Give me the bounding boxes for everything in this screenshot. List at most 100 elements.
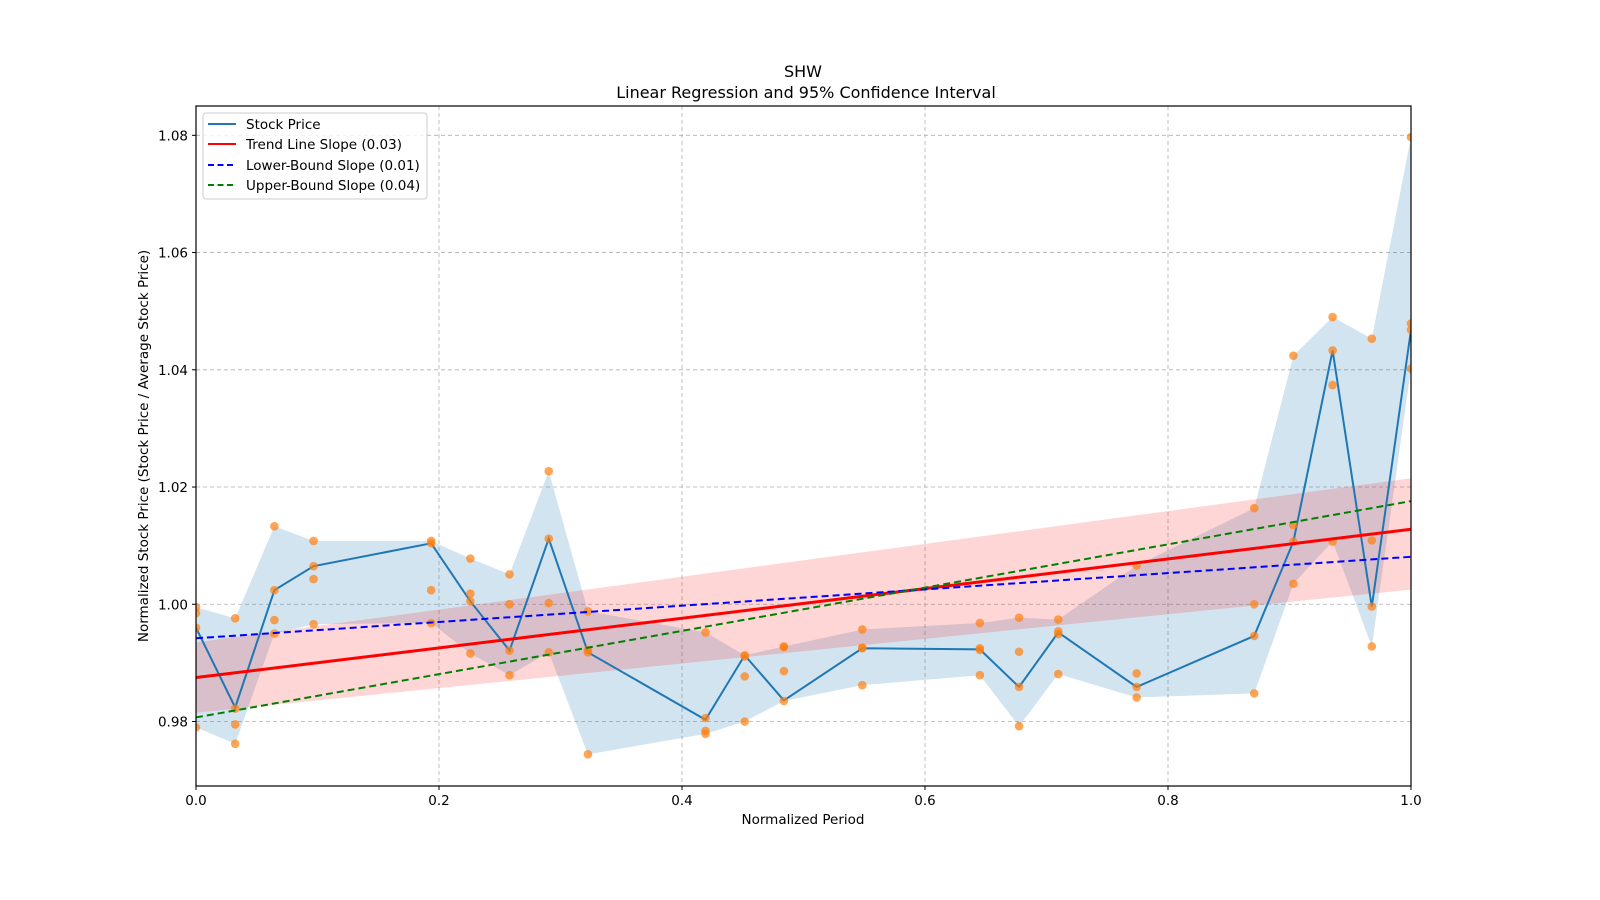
scatter-point <box>230 720 240 729</box>
scatter-point <box>740 652 750 661</box>
x-axis: 0.0 0.2 0.4 0.6 0.8 1.0 <box>185 786 1422 809</box>
legend-box <box>202 112 428 200</box>
scatter-point <box>1249 599 1259 609</box>
scatter-point <box>740 717 750 726</box>
legend-label: Trend Line Slope (0.03) <box>245 137 402 153</box>
scatter-point <box>230 739 240 749</box>
legend: Stock Price Trend Line Slope (0.03) Lowe… <box>202 112 428 200</box>
scatter-point <box>1249 503 1259 513</box>
scatter-point <box>196 608 201 618</box>
scatter-point <box>505 599 514 609</box>
y-axis-label: Normalized Stock Price (Stock Price / Av… <box>136 250 152 642</box>
scatter-point <box>270 615 279 625</box>
chart-title: SHW <box>784 62 822 81</box>
legend-item-lower-bound: Lower-Bound Slope (0.01) <box>208 158 420 174</box>
scatter-point <box>975 645 985 655</box>
axes-frame <box>195 105 1412 787</box>
scatter-point <box>309 536 318 546</box>
legend-label: Stock Price <box>246 117 321 133</box>
y-tick-label: 1.08 <box>158 128 188 144</box>
scatter-point <box>544 534 554 543</box>
scatter-point <box>1328 380 1337 390</box>
scatter-point <box>1249 689 1259 698</box>
scatter-point <box>779 696 789 706</box>
x-tick-label: 0.8 <box>1157 793 1178 809</box>
scatter-point <box>701 729 710 739</box>
scatter-point <box>1289 351 1298 361</box>
legend-item-stock-price: Stock Price <box>208 117 321 133</box>
x-tick-label: 0.2 <box>428 793 449 809</box>
scatter-point <box>1367 642 1377 651</box>
trend-line <box>196 527 1411 680</box>
scatter-point <box>857 625 867 634</box>
scatter-point <box>270 585 279 595</box>
y-tick-label: 1.04 <box>158 363 188 379</box>
scatter-point <box>309 619 318 629</box>
scatter-point <box>1014 682 1024 692</box>
scatter-point <box>1367 334 1377 344</box>
scatter-point <box>1328 312 1337 322</box>
y-tick-label: 1.06 <box>158 246 188 262</box>
scatter-point <box>544 598 554 608</box>
x-tick-label: 0.0 <box>185 793 206 809</box>
x-tick-label: 0.6 <box>914 793 935 809</box>
scatter-point <box>779 666 789 676</box>
scatter-point <box>1132 669 1141 678</box>
scatter-point <box>1132 693 1141 702</box>
plot-area: 0.0 0.2 0.4 0.6 0.8 1.0 0.98 1.00 1.02 1.04 1.06 1… <box>158 105 1422 809</box>
scatter-point <box>1014 721 1024 731</box>
scatter-point <box>270 522 279 531</box>
legend-item-trend-line: Trend Line Slope (0.03) <box>208 137 402 153</box>
scatter-point <box>1328 346 1337 355</box>
x-tick-label: 0.4 <box>671 793 692 809</box>
scatter-point <box>1289 579 1298 589</box>
scatter-point <box>740 672 750 681</box>
scatter-point <box>1406 132 1411 142</box>
trend-confidence-band <box>196 478 1411 713</box>
scatter-point <box>1053 629 1063 639</box>
stock-price-line <box>196 329 1411 722</box>
legend-label: Lower-Bound Slope (0.01) <box>246 158 420 174</box>
legend-item-upper-bound: Upper-Bound Slope (0.04) <box>208 178 420 194</box>
scatter-point <box>505 670 514 680</box>
scatter-point <box>1406 364 1411 373</box>
scatter-point <box>309 574 318 584</box>
scatter-point <box>309 561 318 571</box>
scatter-point <box>1053 669 1063 679</box>
scatter-point <box>1367 602 1377 611</box>
scatter-point <box>1132 682 1141 692</box>
y-tick-label: 1.00 <box>158 597 188 613</box>
chart-subtitle: Linear Regression and 95% Confidence Int… <box>616 83 996 102</box>
scatter-point <box>1406 319 1411 328</box>
scatter-point <box>505 646 514 655</box>
scatter-point <box>466 597 475 606</box>
scatter-point <box>779 642 789 652</box>
scatter-point <box>505 570 514 579</box>
scatter-point <box>426 539 436 548</box>
y-tick-label: 0.98 <box>158 715 188 731</box>
scatter-point <box>701 713 710 723</box>
scatter-point <box>466 554 475 563</box>
scatter-point <box>583 607 593 616</box>
stock-price-range-band <box>196 137 1411 755</box>
scatter-point <box>1053 615 1063 624</box>
scatter-point <box>426 585 436 595</box>
scatter-point <box>1406 325 1411 335</box>
y-tick-label: 1.02 <box>158 480 188 496</box>
scatter-point <box>1014 613 1024 623</box>
x-tick-label: 1.0 <box>1400 793 1421 809</box>
scatter-point <box>466 589 475 599</box>
upper-bound-line <box>196 500 1411 719</box>
scatter-point <box>1249 631 1259 641</box>
scatter-point <box>196 623 201 633</box>
y-axis: 0.98 1.00 1.02 1.04 1.06 1.08 <box>158 128 196 731</box>
scatter-point <box>196 723 201 732</box>
scatter-point <box>544 466 554 476</box>
scatter-point <box>857 680 867 690</box>
scatter-point <box>466 649 475 658</box>
scatter-point <box>230 614 240 623</box>
legend-label: Upper-Bound Slope (0.04) <box>246 178 420 194</box>
lower-bound-line <box>196 555 1411 640</box>
x-axis-label: Normalized Period <box>742 812 865 828</box>
